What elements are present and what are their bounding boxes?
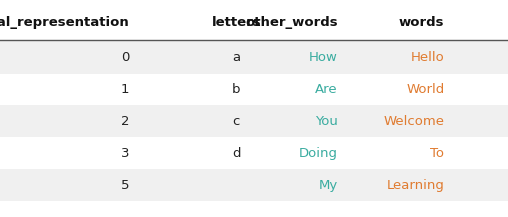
Text: To: To [430,147,444,160]
Text: 3: 3 [121,147,130,160]
Text: Learning: Learning [387,179,444,192]
Bar [0,137,508,169]
Text: My: My [319,179,338,192]
Text: You: You [315,115,338,128]
Bar [0,0,508,40]
Bar [0,41,508,74]
Text: c: c [233,115,240,128]
Text: other_words: other_words [245,16,338,29]
Text: 5: 5 [121,179,130,192]
Text: World: World [406,83,444,96]
Text: a: a [232,51,240,64]
Text: words: words [399,16,444,29]
Text: 1: 1 [121,83,130,96]
Text: Welcome: Welcome [384,115,444,128]
Text: numerical_representation: numerical_representation [0,16,130,29]
Text: Doing: Doing [299,147,338,160]
Text: How: How [309,51,338,64]
Text: 2: 2 [121,115,130,128]
Text: b: b [232,83,240,96]
Bar [0,74,508,106]
Text: Are: Are [315,83,338,96]
Text: 0: 0 [121,51,130,64]
Text: d: d [232,147,240,160]
Text: letters: letters [211,16,261,29]
Bar [0,105,508,138]
Text: Hello: Hello [411,51,444,64]
Bar [0,169,508,201]
